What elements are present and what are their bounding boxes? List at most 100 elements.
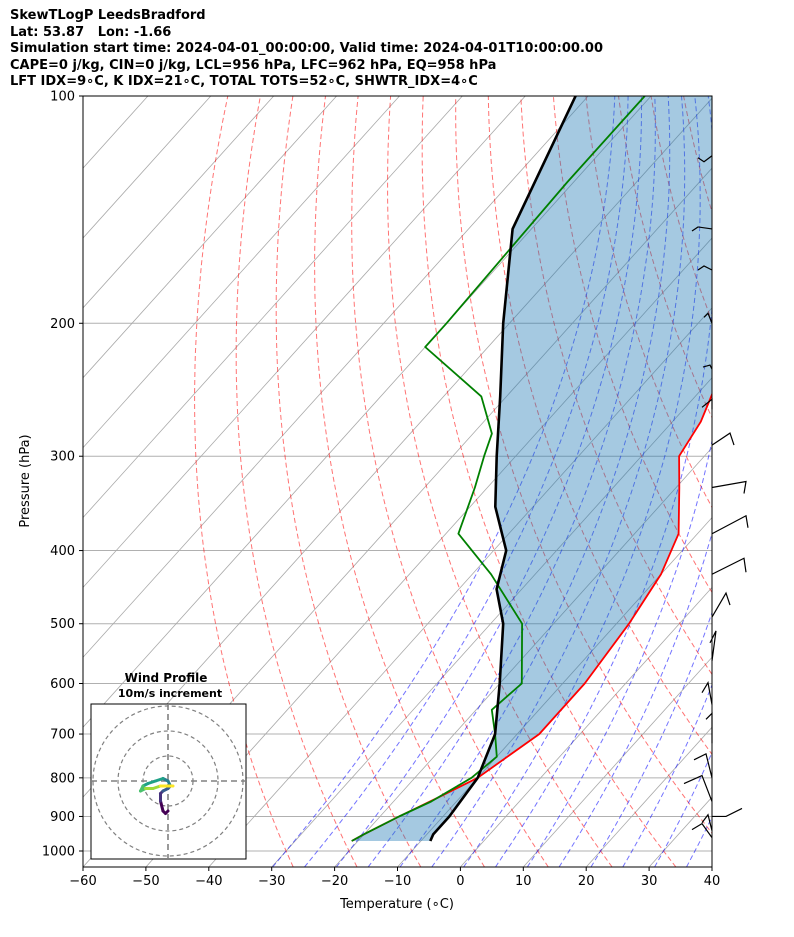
isotherm-line bbox=[460, 586, 712, 867]
dry-adiabat-line bbox=[618, 96, 712, 419]
isotherm-line bbox=[523, 656, 712, 867]
x-tick-label: −20 bbox=[321, 874, 348, 889]
hodograph-title: Wind Profile bbox=[125, 671, 208, 685]
y-tick-label: 800 bbox=[50, 771, 75, 786]
y-tick-label: 500 bbox=[50, 617, 75, 632]
y-tick-label: 700 bbox=[50, 728, 75, 743]
x-tick-label: −50 bbox=[132, 874, 159, 889]
isotherm-line bbox=[585, 726, 712, 867]
wind-barbs bbox=[683, 155, 749, 838]
wind-barb bbox=[711, 514, 749, 535]
isotherm-line bbox=[83, 96, 526, 589]
chart-header: SkewTLogP LeedsBradford Lat: 53.87 Lon: -… bbox=[10, 8, 603, 91]
x-tick-label: −10 bbox=[384, 874, 411, 889]
y-axis-label: Pressure (hPa) bbox=[18, 434, 33, 527]
wind-barb bbox=[701, 680, 713, 705]
wind-barb bbox=[712, 807, 743, 818]
dry-adiabat-line bbox=[235, 96, 358, 867]
moist-adiabat-line bbox=[590, 611, 712, 867]
isotherm-line bbox=[397, 516, 712, 867]
isotherm-line bbox=[83, 96, 337, 379]
isotherm-line bbox=[208, 307, 712, 867]
cape-shaded-area bbox=[351, 96, 712, 841]
mixing-ratio-line bbox=[0, 559, 46, 867]
isotherm-line bbox=[83, 96, 589, 658]
moist-adiabat-line bbox=[558, 531, 712, 867]
isotherm-line bbox=[83, 96, 463, 519]
dry-adiabat-line bbox=[749, 96, 794, 867]
moist-adiabat-line bbox=[272, 96, 616, 867]
wind-barb bbox=[705, 711, 713, 744]
wind-barb bbox=[691, 226, 713, 232]
y-tick-label: 600 bbox=[50, 677, 75, 692]
moist-adiabat-line bbox=[526, 438, 712, 867]
location-line: Lat: 53.87 Lon: -1.66 bbox=[10, 24, 172, 40]
y-tick-label: 900 bbox=[50, 810, 75, 825]
isotherm-line bbox=[83, 96, 274, 309]
hodograph-segment bbox=[159, 799, 165, 813]
x-tick-label: 20 bbox=[578, 874, 595, 889]
x-tick-label: −60 bbox=[69, 874, 96, 889]
wind-barb bbox=[711, 557, 747, 575]
x-tick-label: 0 bbox=[456, 874, 464, 889]
dry-adiabat-line bbox=[455, 96, 712, 834]
profile-lines bbox=[351, 96, 712, 842]
y-tick-label: 100 bbox=[50, 90, 75, 105]
moist-adiabat-line bbox=[399, 96, 671, 867]
hodograph-inset: Wind Profile 10m/s increment bbox=[90, 671, 247, 860]
wind-barb bbox=[701, 813, 713, 831]
x-tick-label: −40 bbox=[195, 874, 222, 889]
y-tick-label: 400 bbox=[50, 544, 75, 559]
isotherm-line bbox=[83, 96, 212, 239]
wind-barb bbox=[701, 398, 713, 410]
wind-barb bbox=[683, 774, 713, 802]
cape-line: CAPE=0 j/kg, CIN=0 j/kg, LCL=956 hPa, LF… bbox=[10, 57, 497, 73]
wind-barb bbox=[711, 591, 731, 618]
parcel-line bbox=[429, 96, 577, 842]
y-tick-label: 200 bbox=[50, 317, 75, 332]
dry-adiabat-line bbox=[520, 96, 712, 676]
wind-barb bbox=[693, 752, 713, 778]
dry-adiabat-line bbox=[314, 96, 485, 867]
hodograph-ring bbox=[117, 730, 219, 832]
cape-area bbox=[351, 96, 712, 841]
index-line: LFT IDX=9∘C, K IDX=21∘C, TOTAL TOTS=52∘C… bbox=[10, 74, 478, 89]
background-grid bbox=[0, 96, 794, 867]
moist-adiabat-line bbox=[304, 96, 629, 867]
dry-adiabat-line bbox=[552, 96, 712, 594]
wind-barb bbox=[691, 822, 713, 838]
isotherm-line bbox=[83, 96, 652, 728]
isotherm-line bbox=[334, 447, 712, 867]
dry-adiabat-line bbox=[387, 96, 613, 867]
wind-barb bbox=[703, 312, 713, 324]
time-line: Simulation start time: 2024-04-01_00:00:… bbox=[10, 41, 603, 56]
x-tick-label: 40 bbox=[704, 874, 721, 889]
dewpoint-line bbox=[351, 96, 646, 842]
wind-barb bbox=[711, 480, 747, 494]
wind-barb bbox=[697, 155, 713, 163]
wind-barb bbox=[709, 630, 717, 661]
wind-barb bbox=[711, 432, 735, 446]
x-axis-label: Temperature (∘C) bbox=[339, 897, 454, 912]
wind-barb bbox=[697, 265, 713, 271]
chart-title: SkewTLogP LeedsBradford bbox=[10, 8, 206, 23]
isotherm-line bbox=[271, 377, 712, 867]
dry-adiabat-line bbox=[716, 96, 794, 867]
dry-adiabat-line bbox=[421, 96, 677, 867]
x-tick-label: 10 bbox=[515, 874, 532, 889]
y-tick-label: 1000 bbox=[42, 845, 75, 860]
dry-adiabat-line bbox=[487, 96, 712, 756]
isotherm-line bbox=[775, 96, 794, 867]
x-tick-label: 30 bbox=[641, 874, 658, 889]
axes: −60 −50 −40 −30 −20 −10 0 10 20 30 40 100 200 300 400 5… bbox=[42, 90, 720, 890]
moist-adiabat-line bbox=[335, 96, 642, 867]
dry-adiabat-line bbox=[275, 96, 422, 867]
x-tick-label: −30 bbox=[258, 874, 285, 889]
dry-adiabat-line bbox=[650, 96, 712, 323]
y-tick-label: 300 bbox=[50, 450, 75, 465]
isotherm-line bbox=[711, 866, 712, 867]
moist-adiabat-line bbox=[463, 96, 701, 867]
dry-adiabat-line bbox=[585, 96, 712, 509]
moist-adiabat-line bbox=[431, 96, 686, 867]
